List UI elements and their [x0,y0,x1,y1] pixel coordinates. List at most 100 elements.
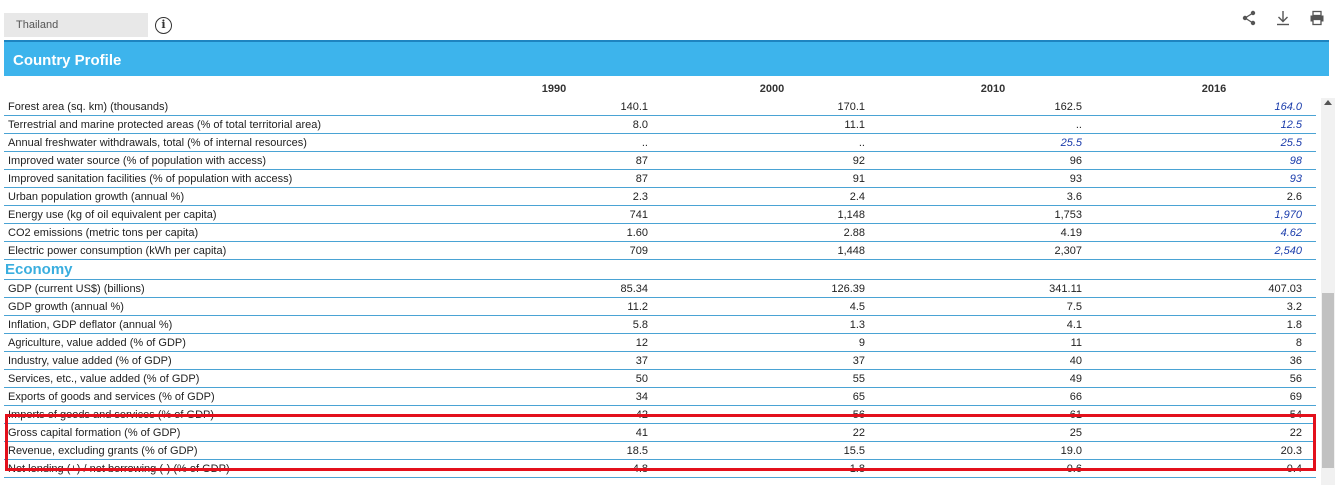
cell-value: 3.6 [1066,191,1082,203]
row-label: Revenue, excluding grants (% of GDP) [8,445,198,457]
row-label: Terrestrial and marine protected areas (… [8,119,322,131]
row-label: Industry, value added (% of GDP) [8,355,172,367]
cell-value: 1,148 [837,209,865,221]
cell-value: 61 [1069,409,1082,421]
cell-value: 11.1 [844,119,865,131]
table-row: Gross capital formation (% of GDP) 41 22 25… [4,424,1316,442]
cell-value: .. [1075,119,1082,131]
table-row: Revenue, excluding grants (% of GDP) 18.5… [4,442,1316,460]
cell-value: -0.6 [1063,463,1082,475]
cell-value: 709 [629,245,648,257]
cell-value: 19.0 [1060,445,1082,457]
cell-value: 15.5 [843,445,865,457]
cell-value: 7.5 [1066,301,1082,313]
cell-value: 2.4 [849,191,865,203]
cell-value: 37 [852,355,865,367]
table-row: Urban population growth (annual %) 2.3 2.4… [4,188,1316,206]
cell-value: 4.5 [849,301,865,313]
cell-value: 126.39 [831,283,865,295]
row-label: Urban population growth (annual %) [8,191,185,203]
cell-value: 56 [852,409,865,421]
cell-value: 12 [635,337,648,349]
download-icon[interactable] [1275,10,1291,26]
row-label: Gross capital formation (% of GDP) [8,427,181,439]
cell-value: 140.1 [620,101,648,113]
table-row: Services, etc., value added (% of GDP) 50… [4,370,1316,388]
country-select[interactable]: Thailand [4,13,148,37]
column-header: 2000 [759,83,785,95]
cell-value: 164.0 [1274,101,1302,113]
cell-value: 4.8 [632,463,648,475]
table-row: Exports of goods and services (% of GDP)… [4,388,1316,406]
cell-value: 4.62 [1280,227,1302,239]
print-icon[interactable] [1309,10,1325,26]
scrollbar-thumb[interactable] [1322,293,1334,468]
cell-value: 11.2 [627,301,648,313]
row-label: CO2 emissions (metric tons per capita) [8,227,199,239]
row-label: Forest area (sq. km) (thousands) [8,101,169,113]
table-row: Inflation, GDP deflator (annual %) 5.8 1.3… [4,316,1316,334]
scroll-up-arrow-icon[interactable] [1324,100,1332,105]
table-row: GDP (current US$) (billions) 85.34 126.39 3… [4,280,1316,298]
cell-value: 42 [635,409,648,421]
table-row: Industry, value added (% of GDP) 37 37 40 36 [4,352,1316,370]
row-label: Net lending (+) / net borrowing (-) (% o… [8,463,230,475]
row-label: Inflation, GDP deflator (annual %) [8,319,173,331]
cell-value: 12.5 [1280,119,1302,131]
table-row: Forest area (sq. km) (thousands) 140.1 170… [4,98,1316,116]
row-label: GDP (current US$) (billions) [8,283,145,295]
cell-value: 93 [1289,173,1302,185]
cell-value: 40 [1069,355,1082,367]
vertical-scrollbar[interactable] [1321,98,1335,485]
cell-value: 20.3 [1280,445,1302,457]
cell-value: 8.0 [632,119,648,131]
cell-value: 98 [1289,155,1302,167]
table-row: Improved sanitation facilities (% of pop… [4,170,1316,188]
section-heading-economy: Economy [4,260,1316,280]
cell-value: 170.1 [837,101,865,113]
cell-value: 1,970 [1274,209,1302,221]
section-title: Economy [5,261,73,278]
row-label: Services, etc., value added (% of GDP) [8,373,200,385]
table-row: GDP growth (annual %) 11.2 4.5 7.5 3.2 [4,298,1316,316]
cell-value: 34 [635,391,648,403]
cell-value: 4.19 [1060,227,1082,239]
table-row: Annual freshwater withdrawals, total (% … [4,134,1316,152]
table-row: Terrestrial and marine protected areas (… [4,116,1316,134]
profile-table: 1990 2000 2010 2016 Forest area (sq. km)… [4,80,1316,478]
cell-value: 22 [852,427,865,439]
cell-value: 8 [1295,337,1302,349]
cell-value: 22 [1289,427,1302,439]
cell-value: .. [641,137,648,149]
cell-value: 18.5 [626,445,648,457]
cell-value: 36 [1289,355,1302,367]
cell-value: 1,753 [1054,209,1082,221]
cell-value: .. [858,137,865,149]
cell-value: 25.5 [1280,137,1302,149]
cell-value: 92 [852,155,865,167]
cell-value: 49 [1069,373,1082,385]
row-label: Annual freshwater withdrawals, total (% … [8,137,307,149]
cell-value: 11 [1070,337,1082,349]
cell-value: 2.3 [632,191,648,203]
info-icon[interactable]: i [155,17,172,34]
cell-value: 69 [1289,391,1302,403]
economy-rows: GDP (current US$) (billions) 85.34 126.39 3… [4,280,1316,478]
cell-value: 93 [1069,173,1082,185]
table-row: Net lending (+) / net borrowing (-) (% o… [4,460,1316,478]
country-profile-header: Country Profile [4,40,1329,76]
cell-value: -1.8 [846,463,865,475]
row-label: Electric power consumption (kWh per capi… [8,245,227,257]
share-icon[interactable] [1241,10,1257,26]
cell-value: 0.4 [1286,463,1302,475]
table-row: Energy use (kg of oil equivalent per cap… [4,206,1316,224]
cell-value: 87 [635,173,648,185]
table-row: CO2 emissions (metric tons per capita) 1.… [4,224,1316,242]
cell-value: 407.03 [1268,283,1302,295]
row-label: Exports of goods and services (% of GDP) [8,391,215,403]
cell-value: 25.5 [1060,137,1082,149]
cell-value: 96 [1069,155,1082,167]
cell-value: 3.2 [1286,301,1302,313]
cell-value: 2.6 [1286,191,1302,203]
cell-value: 2,540 [1274,245,1302,257]
